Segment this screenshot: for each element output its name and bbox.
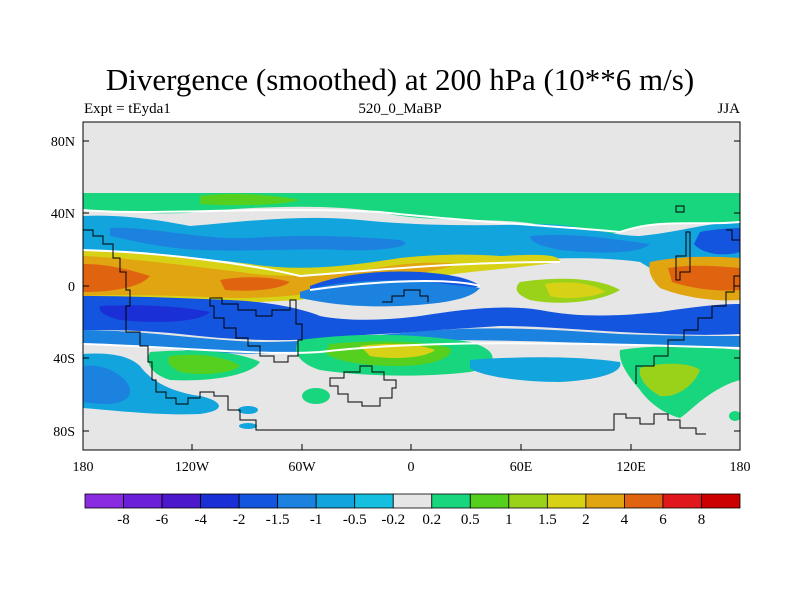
colorbar-swatch [84,493,124,509]
equatorial-orange-band [83,256,460,298]
colorbar-label: 1.5 [538,512,557,528]
colorbar-swatch [161,493,201,509]
north-blue-band [83,215,740,280]
antarctic-peninsula-coast [329,365,397,407]
south-blue-band [83,296,740,341]
plot-title: Divergence (smoothed) at 200 hPa (10**6 … [105,62,695,97]
colorbar-swatch [238,493,279,509]
lon-label-60e: 60E [510,460,533,475]
lat-label-40n: 40N [51,207,75,222]
equatorial-darkorange-core [83,264,150,292]
south-america-coast [209,297,303,363]
colorbar-label: -1.5 [266,512,290,528]
tropical-yellow-core [545,282,605,299]
colorbar-swatch [315,493,356,509]
season-label: JJA [717,101,740,117]
south-spot-4 [729,411,740,421]
antarctic-coast [152,379,706,435]
lat-label-80n: 80N [51,135,75,150]
africa-coast [382,289,429,303]
colorbar-swatch [354,493,394,509]
north-lightgreen-patch [200,193,300,206]
south-lightgreen-1 [168,354,240,374]
south-spot-3 [302,388,330,404]
south-spot-2 [239,423,257,429]
colorbar-label: 6 [659,512,667,528]
colorbar-label: 4 [621,512,629,528]
colorbar-swatch [585,493,625,509]
colorbar-swatch [624,493,664,509]
lon-label-180e: 180 [730,460,751,475]
colorbar-label: 2 [582,512,590,528]
lon-label-0: 0 [408,460,415,475]
colorbar-swatch [662,493,702,509]
colorbar-label: -2 [233,512,246,528]
colorbar-swatch [431,493,471,509]
colorbar-label: -8 [117,512,130,528]
lat-label-0: 0 [68,280,75,295]
experiment-label: Expt = tEyda1 [84,101,171,117]
colorbar-swatch [546,493,587,509]
colorbar [84,493,741,509]
coastlines [83,205,740,435]
colorbar-label: 0.5 [461,512,480,528]
period-label: 520_0_MaBP [358,101,442,117]
colorbar-label: -1 [310,512,323,528]
colorbar-label: -4 [194,512,207,528]
colorbar-label: -6 [156,512,169,528]
colorbar-swatch [200,493,240,509]
colorbar-label: -0.5 [343,512,367,528]
lon-label-180w: 180 [73,460,94,475]
north-blue-core [110,227,406,251]
colorbar-swatch [123,493,163,509]
north-blue-core-2 [530,234,650,253]
south-spot-1 [238,406,258,414]
colorbar-swatch [469,493,510,509]
colorbar-labels: -8 -6 -4 -2 -1.5 -1 -0.5 -0.2 0.2 0.5 1 1.5 2 4 6 8 [117,512,705,528]
contour-fields [83,122,740,450]
japan-coast [726,229,740,241]
lon-label-120w: 120W [175,460,210,475]
pacific-island-coast [675,231,691,281]
lat-label-40s: 40S [53,352,75,367]
equatorial-darkorange-mid [220,277,290,291]
australia-coast [635,275,740,384]
south-cyan-strip-3 [470,357,621,382]
colorbar-swatch [701,493,741,509]
south-yellow-east [639,363,700,397]
latitude-labels: 80N 40N 0 40S 80S [51,135,75,440]
lon-label-120e: 120E [616,460,646,475]
north-america-coast [83,229,153,380]
north-darkblue-east [694,228,740,255]
colorbar-swatch [392,493,433,509]
colorbar-label: 8 [698,512,706,528]
lat-label-80s: 80S [53,425,75,440]
longitude-labels: 180 120W 60W 0 60E 120E 180 [73,460,751,475]
small-island [675,205,685,213]
axis-ticks [83,140,740,450]
colorbar-label: 0.2 [422,512,441,528]
colorbar-label: 1 [505,512,513,528]
colorbar-swatch [508,493,548,509]
south-blue-inner [99,305,210,322]
south-cyan-strip-2 [83,365,130,404]
lon-label-60w: 60W [288,460,316,475]
colorbar-swatch [277,493,317,509]
zero-contours [83,209,740,354]
colorbar-label: -0.2 [381,512,405,528]
